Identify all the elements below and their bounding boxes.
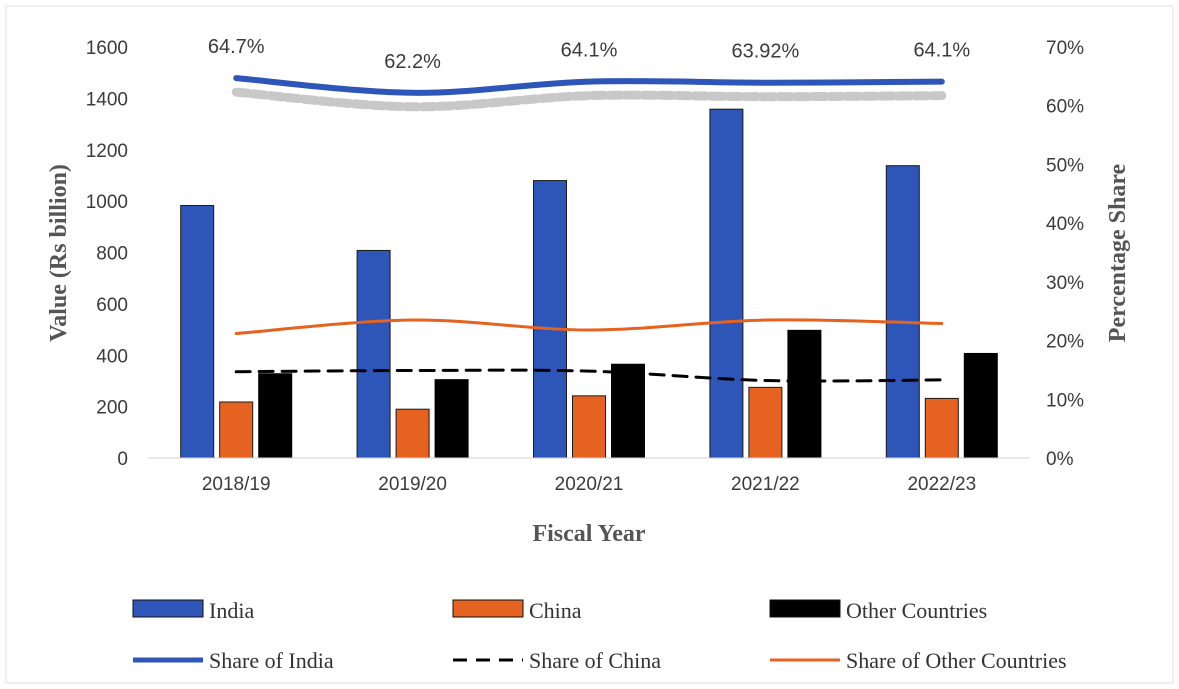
- bar-china: [395, 408, 430, 459]
- data-label: 64.7%: [208, 36, 265, 58]
- bar-india: [709, 108, 744, 459]
- data-label: 64.1%: [561, 40, 618, 62]
- bar-china: [572, 395, 606, 459]
- y-tick-label: 200: [96, 398, 128, 419]
- y-tick-label: 1600: [86, 38, 128, 59]
- legend-label-share-of-china: Share of China: [529, 648, 661, 673]
- y2-axis-ticks: 0% 10% 20% 30% 40% 50% 60% 70%: [1046, 38, 1084, 470]
- bar-india: [356, 249, 391, 459]
- bar-other-countries: [611, 363, 645, 459]
- bar-india: [533, 180, 567, 459]
- legend-label-other-countries: Other Countries: [846, 598, 987, 623]
- line-shadow: [231, 87, 947, 112]
- bar-china: [924, 397, 959, 459]
- line-share-of-india: [233, 75, 945, 96]
- y2-tick-label: 30%: [1046, 273, 1084, 294]
- legend-label-india: India: [209, 598, 254, 623]
- y2-tick-label: 40%: [1046, 214, 1084, 235]
- x-axis-title: Fiscal Year: [532, 521, 645, 547]
- y2-tick-label: 20%: [1046, 332, 1084, 353]
- y2-axis-title: Percentage Share: [1105, 163, 1131, 342]
- x-tick-label: 2021/22: [731, 474, 800, 495]
- y-tick-label: 400: [96, 346, 128, 367]
- line-share-of-china: [234, 368, 944, 383]
- x-tick-label: 2020/21: [555, 474, 624, 495]
- x-axis-ticks: 2018/19 2019/20 2020/21 2021/22 2022/23: [202, 474, 976, 495]
- bar-india: [180, 204, 215, 459]
- legend-swatch-other-countries: [769, 599, 841, 618]
- line-share-of-other-countries: [234, 318, 944, 336]
- bar-series: [180, 108, 998, 459]
- y-tick-label: 1200: [86, 141, 128, 162]
- y2-tick-label: 10%: [1046, 390, 1084, 411]
- bar-india: [885, 165, 920, 459]
- x-tick-label: 2019/20: [378, 474, 447, 495]
- bar-other-countries: [963, 352, 998, 459]
- y-tick-label: 0: [117, 449, 128, 470]
- y-tick-label: 600: [96, 295, 128, 316]
- data-label: 62.2%: [384, 51, 441, 73]
- bar-other-countries: [787, 329, 822, 459]
- legend-swatch-china: [452, 599, 524, 618]
- x-tick-label: 2018/19: [202, 474, 271, 495]
- data-label: 64.1%: [913, 40, 970, 62]
- legend-label-share-of-other-countries: Share of Other Countries: [846, 648, 1067, 673]
- y-axis-ticks: 0 200 400 600 800 1000 1200 1400 1600: [86, 38, 128, 470]
- x-tick-label: 2022/23: [907, 474, 976, 495]
- y-tick-label: 1000: [86, 192, 128, 213]
- y2-tick-label: 60%: [1046, 97, 1084, 118]
- y2-tick-label: 70%: [1046, 38, 1084, 59]
- y2-tick-label: 0%: [1046, 449, 1074, 470]
- line-series: [231, 75, 947, 383]
- data-label: 63.92%: [731, 41, 799, 63]
- y-axis-title: Value (Rs billion): [46, 164, 72, 342]
- y-tick-label: 1400: [86, 89, 128, 110]
- legend-swatch-india: [132, 599, 204, 618]
- legend-label-china: China: [529, 598, 582, 623]
- legend-label-share-of-india: Share of India: [209, 648, 334, 673]
- legend: India China Other Countries Share of India S…: [132, 598, 1067, 673]
- chart-border: [5, 5, 1174, 684]
- y-tick-label: 800: [96, 244, 128, 265]
- bar-other-countries: [434, 379, 469, 459]
- bar-china: [219, 401, 254, 459]
- bar-china: [748, 386, 783, 459]
- share-of-india-labels: 64.7% 62.2% 64.1% 63.92% 64.1%: [208, 36, 971, 73]
- bar-other-countries: [258, 373, 293, 459]
- y2-tick-label: 50%: [1046, 155, 1084, 176]
